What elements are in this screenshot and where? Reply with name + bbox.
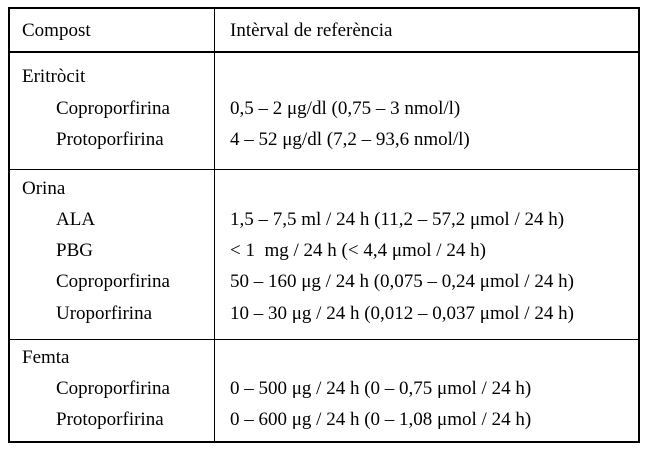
section-divider (10, 169, 638, 170)
reference-value: 0 – 500 μg / 24 h (0 – 0,75 μmol / 24 h) (230, 378, 532, 399)
compound-name: Coproporfirina (56, 378, 170, 399)
reference-table: Compost Intèrval de referència Eritròcit… (8, 7, 640, 443)
reference-value: 0,5 – 2 μg/dl (0,75 – 3 nmol/l) (230, 98, 461, 119)
compound-name: PBG (56, 240, 93, 261)
reference-value: 50 – 160 μg / 24 h (0,075 – 0,24 μmol / … (230, 271, 574, 292)
compound-name: Protoporfirina (56, 409, 164, 430)
compound-name: Protoporfirina (56, 129, 164, 150)
section-title: Orina (22, 178, 66, 199)
compound-name: Coproporfirina (56, 98, 170, 119)
reference-value: 10 – 30 μg / 24 h (0,012 – 0,037 μmol / … (230, 303, 574, 324)
header-interval: Intèrval de referència (230, 20, 393, 41)
header-compost: Compost (22, 20, 91, 41)
reference-value: 4 – 52 μg/dl (7,2 – 93,6 nmol/l) (230, 129, 470, 150)
reference-value: 0 – 600 μg / 24 h (0 – 1,08 μmol / 24 h) (230, 409, 532, 430)
reference-value: < 1 mg / 24 h (< 4,4 μmol / 24 h) (230, 240, 486, 261)
column-divider (214, 9, 215, 441)
compound-name: Coproporfirina (56, 271, 170, 292)
reference-value: 1,5 – 7,5 ml / 24 h (11,2 – 57,2 μmol / … (230, 209, 565, 230)
compound-name: Uroporfirina (56, 303, 153, 324)
section-title: Femta (22, 347, 70, 368)
section-title: Eritròcit (22, 66, 86, 87)
compound-name: ALA (56, 209, 96, 230)
header-divider (10, 51, 638, 53)
section-divider (10, 339, 638, 340)
